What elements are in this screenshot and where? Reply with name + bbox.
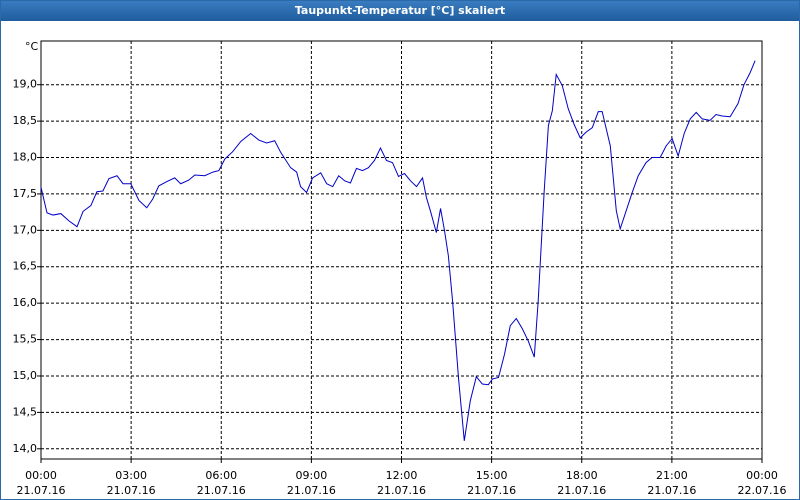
y-tick-label: 19,0 — [13, 78, 38, 91]
y-tick-label: 18,0 — [13, 151, 38, 164]
x-tick-date: 21.07.16 — [467, 484, 516, 497]
data-line — [40, 60, 756, 441]
title-bar: Taupunkt-Temperatur [°C] skaliert — [1, 1, 799, 21]
x-tick-label: 12:00 — [386, 469, 418, 482]
x-tick-date: 21.07.16 — [107, 484, 156, 497]
x-tick-label: 09:00 — [296, 469, 328, 482]
x-tick-label: 00:00 — [25, 469, 57, 482]
x-tick-label: 06:00 — [205, 469, 237, 482]
y-tick-label: 15,0 — [13, 369, 38, 382]
x-tick-label: 21:00 — [656, 469, 688, 482]
x-tick-date: 21.07.16 — [17, 484, 66, 497]
x-tick-date: 21.07.16 — [557, 484, 606, 497]
y-tick-label: 14,0 — [13, 442, 38, 455]
x-tick-date: 21.07.16 — [287, 484, 336, 497]
y-tick-label: 14,5 — [13, 405, 38, 418]
x-tick-label: 18:00 — [566, 469, 598, 482]
y-tick-label: 17,0 — [13, 223, 38, 236]
x-tick-label: 03:00 — [115, 469, 147, 482]
x-tick-label: 15:00 — [476, 469, 508, 482]
y-unit: °C — [25, 40, 39, 53]
x-tick-date: 21.07.16 — [197, 484, 246, 497]
x-tick-date: 22.07.16 — [738, 484, 787, 497]
y-tick-label: 16,0 — [13, 296, 38, 309]
y-tick-label: 16,5 — [13, 260, 38, 273]
plot-area — [40, 40, 763, 460]
y-tick-label: 18,5 — [13, 114, 38, 127]
x-tick-date: 21.07.16 — [377, 484, 426, 497]
y-tick-label: 15,5 — [13, 333, 38, 346]
x-tick-label: 00:00 — [746, 469, 778, 482]
x-tick-date: 21.07.16 — [647, 484, 696, 497]
y-tick-label: 17,5 — [13, 187, 38, 200]
